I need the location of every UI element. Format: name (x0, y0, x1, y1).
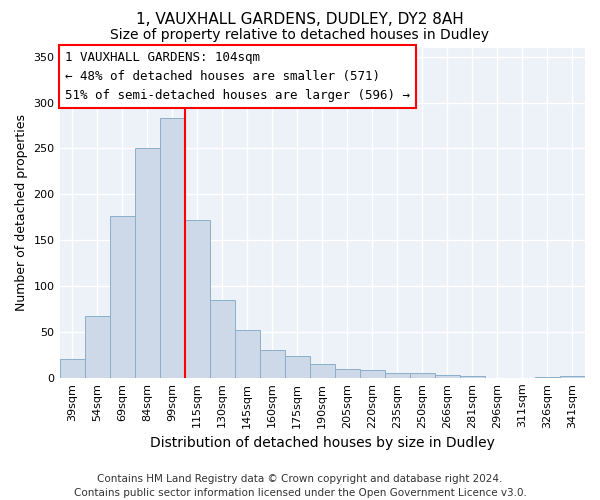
Bar (85, 316, 110, 378)
Bar (460, 376, 485, 378)
Bar (134, 148, 160, 378)
Text: Contains HM Land Registry data © Crown copyright and database right 2024.
Contai: Contains HM Land Registry data © Crown c… (74, 474, 526, 498)
Y-axis label: Number of detached properties: Number of detached properties (15, 114, 28, 311)
Text: 1 VAUXHALL GARDENS: 104sqm
← 48% of detached houses are smaller (571)
51% of sem: 1 VAUXHALL GARDENS: 104sqm ← 48% of deta… (65, 51, 410, 102)
Bar (209, 300, 235, 378)
Bar (160, 118, 185, 378)
Bar (260, 350, 285, 378)
Bar (560, 376, 585, 378)
Bar (410, 373, 435, 378)
X-axis label: Distribution of detached houses by size in Dudley: Distribution of detached houses by size … (150, 436, 495, 450)
Bar (235, 330, 260, 378)
Bar (360, 370, 385, 378)
Bar (185, 220, 209, 378)
Bar (435, 375, 460, 378)
Bar (535, 377, 560, 378)
Bar (335, 368, 360, 378)
Bar (285, 356, 310, 378)
Text: Size of property relative to detached houses in Dudley: Size of property relative to detached ho… (110, 28, 490, 42)
Bar (110, 216, 134, 378)
Bar (59, 360, 85, 378)
Text: 1, VAUXHALL GARDENS, DUDLEY, DY2 8AH: 1, VAUXHALL GARDENS, DUDLEY, DY2 8AH (136, 12, 464, 28)
Bar (385, 373, 410, 378)
Bar (310, 364, 335, 378)
